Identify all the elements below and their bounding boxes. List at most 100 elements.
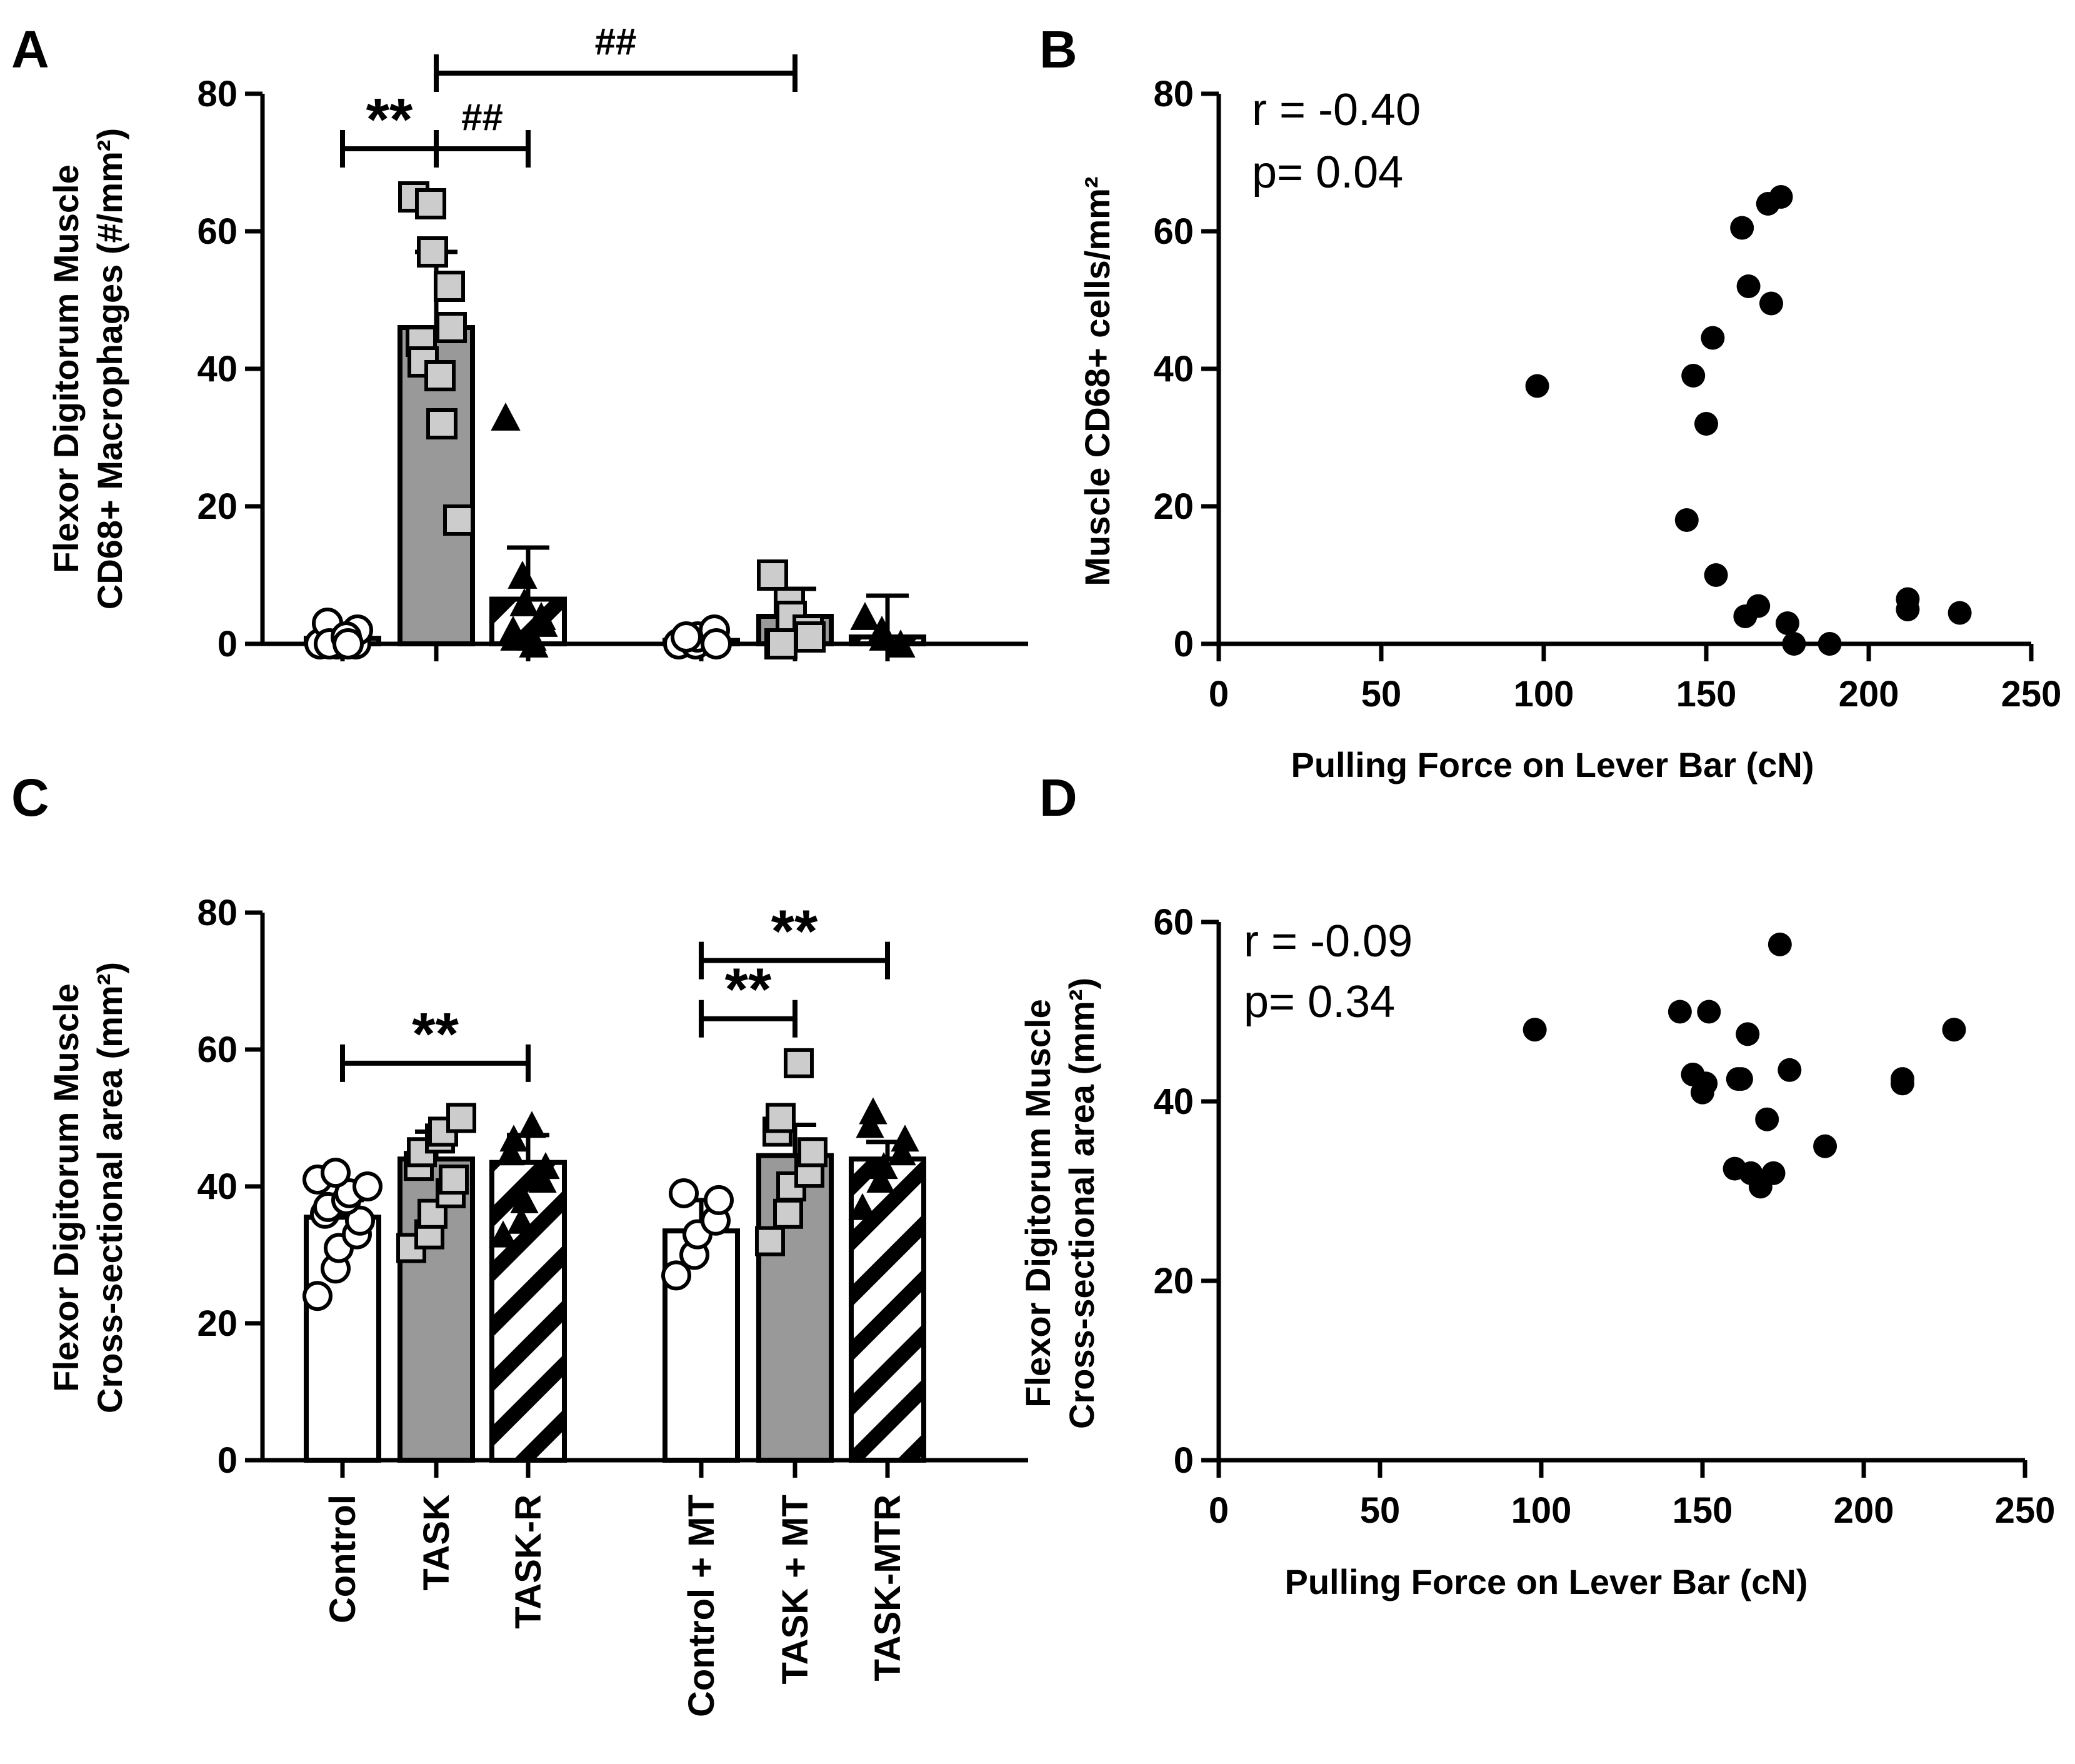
panel-d-data-point — [1697, 1000, 1721, 1024]
panel-a-bar-task — [398, 325, 475, 646]
panel-a-data-point-square — [424, 360, 456, 391]
panel-c-category-label-task-mt: TASK + MT — [775, 1495, 816, 1684]
panel-c-y-tick-label: 0 — [218, 1440, 238, 1481]
panel-a-y-tick-label: 60 — [197, 211, 238, 252]
panel-a-data-point-triangle — [508, 560, 538, 589]
panel-a-data-point-square — [443, 504, 474, 536]
panel-d-data-point — [1890, 1071, 1914, 1096]
panel-a-data-point-square — [757, 559, 788, 591]
panel-c-data-point-triangle — [510, 1186, 539, 1213]
panel-b-data-point — [1746, 594, 1771, 618]
panel-a-data-point-circle — [671, 621, 702, 653]
panel-c-bar-task-r — [489, 1160, 567, 1463]
panel-c-data-point-triangle — [866, 1165, 895, 1193]
panel-a-y-tick-label: 20 — [197, 486, 238, 527]
panel-c-data-point-triangle — [489, 1220, 518, 1248]
panel-b-y-tick-label: 20 — [1153, 486, 1194, 527]
panel-b-data-point — [1681, 364, 1706, 388]
panel-b-data-point — [1759, 291, 1783, 316]
panel-b-data-point — [1704, 563, 1728, 587]
panel-a-data-point-triangle — [869, 622, 899, 651]
panel-c-data-point-square — [418, 1198, 448, 1229]
panel-c-y-tick-label: 80 — [197, 893, 238, 933]
panel-b-x-tick-label: 100 — [1514, 674, 1574, 714]
panel-c-data-point-triangle — [888, 1138, 916, 1166]
panel-c-bar-chart: C Flexor Digitorum Muscle Cross-sectiona… — [11, 768, 1028, 1717]
panel-d-scatter: D Flexor Digitorum Muscle Cross-sectiona… — [1018, 768, 2055, 1601]
panel-a-data-point-square — [436, 312, 467, 343]
panel-d-r-value: r = -0.09 — [1244, 916, 1412, 966]
panel-d-ylabel-line1: Flexor Digitorum Muscle — [1018, 999, 1058, 1407]
panel-c-sig-label: ** — [725, 956, 772, 1023]
panel-a-data-point-square — [417, 236, 448, 268]
panel-c-y-tick-label: 20 — [197, 1303, 238, 1344]
panel-c-data-point-square — [798, 1137, 828, 1168]
panel-b-p-value: p= 0.04 — [1252, 148, 1403, 198]
panel-a-y-tick-label: 80 — [197, 74, 238, 114]
panel-a-bar-chart: A Flexor Digitorum Muscle CD68+ Macropha… — [11, 20, 1028, 664]
panel-c-data-point-triangle — [507, 1206, 536, 1234]
panel-b-data-point — [1948, 601, 1972, 625]
panel-b-r-value: r = -0.40 — [1252, 85, 1421, 135]
panel-d-data-point — [1778, 1058, 1802, 1082]
panel-c-data-point-circle — [661, 1260, 691, 1291]
panel-b-data-point — [1769, 185, 1793, 209]
panel-b-data-point — [1736, 274, 1761, 298]
panel-d-y-tick-label: 40 — [1153, 1081, 1194, 1122]
panel-c-data-point-triangle — [856, 1111, 884, 1138]
panel-c-data-point-square — [766, 1103, 796, 1133]
panel-c-sig-label: ** — [412, 1001, 459, 1068]
panel-b-data-point — [1674, 508, 1699, 532]
panel-b-x-tick-label: 0 — [1209, 674, 1229, 714]
panel-label-a: A — [11, 20, 49, 79]
panel-a-data-point-triangle — [886, 629, 916, 658]
panel-b-x-tick-label: 50 — [1361, 674, 1402, 714]
panel-a-y-tick-label: 0 — [218, 624, 238, 664]
panel-a-data-point-triangle — [519, 629, 549, 658]
panel-c-data-point-triangle — [848, 1193, 877, 1220]
panel-b-y-tick-label: 80 — [1153, 74, 1194, 114]
panel-b-data-point — [1896, 598, 1920, 621]
panel-d-data-point — [1761, 1161, 1786, 1185]
panel-a-data-point-square — [415, 188, 446, 219]
panel-a-data-point-triangle — [850, 601, 880, 630]
panel-c-category-label-task-r: TASK-R — [508, 1495, 549, 1629]
panel-b-x-tick-label: 250 — [2001, 674, 2062, 714]
panel-a-sig-label: ** — [366, 86, 413, 153]
panel-a-data-point-circle — [701, 628, 732, 659]
panel-a-data-point-square — [434, 271, 465, 302]
panel-b-data-point — [1694, 412, 1718, 436]
panel-c-data-point-triangle — [528, 1165, 557, 1193]
panel-d-x-tick-label: 100 — [1511, 1490, 1572, 1531]
panel-b-x-tick-label: 150 — [1676, 674, 1737, 714]
panel-c-data-point-circle — [345, 1205, 375, 1236]
panel-d-x-tick-label: 250 — [1995, 1490, 2056, 1531]
panel-c-data-point-triangle — [891, 1125, 919, 1152]
panel-d-xlabel: Pulling Force on Lever Bar (cN) — [1284, 1562, 1808, 1601]
panel-label-c: C — [11, 768, 49, 827]
panel-c-category-label-control: Control — [322, 1495, 363, 1623]
panel-c-y-tick-label: 60 — [197, 1030, 238, 1070]
panel-a-data-point-circle — [332, 628, 364, 659]
panel-c-category-label-task: TASK — [416, 1495, 457, 1591]
panel-c-data-point-circle — [302, 1281, 332, 1311]
panel-b-data-point — [1701, 326, 1725, 350]
panel-a-data-point-square — [766, 628, 798, 659]
panel-d-p-value: p= 0.34 — [1244, 977, 1395, 1027]
panel-d-y-tick-label: 60 — [1153, 902, 1194, 943]
panel-c-bar-task-mtr — [849, 1156, 926, 1463]
panel-c-category-label-task-mtr: TASK-MTR — [868, 1495, 908, 1681]
panel-a-data-point-triangle — [509, 588, 539, 616]
panel-c-data-point-circle — [704, 1185, 734, 1215]
panel-c-category-label-control-mt: Control + MT — [681, 1495, 722, 1717]
panel-a-data-point-triangle — [528, 608, 558, 637]
panel-c-data-point-triangle — [496, 1138, 525, 1166]
panel-d-data-point — [1668, 1000, 1692, 1024]
panel-c-sig-label: ** — [771, 898, 818, 965]
panel-c-data-point-triangle — [859, 1097, 888, 1125]
panel-a-data-point-square — [426, 408, 458, 439]
panel-c-data-point-square — [784, 1048, 814, 1078]
panel-d-data-point — [1694, 1071, 1718, 1096]
panel-c-data-point-triangle — [869, 1152, 898, 1180]
